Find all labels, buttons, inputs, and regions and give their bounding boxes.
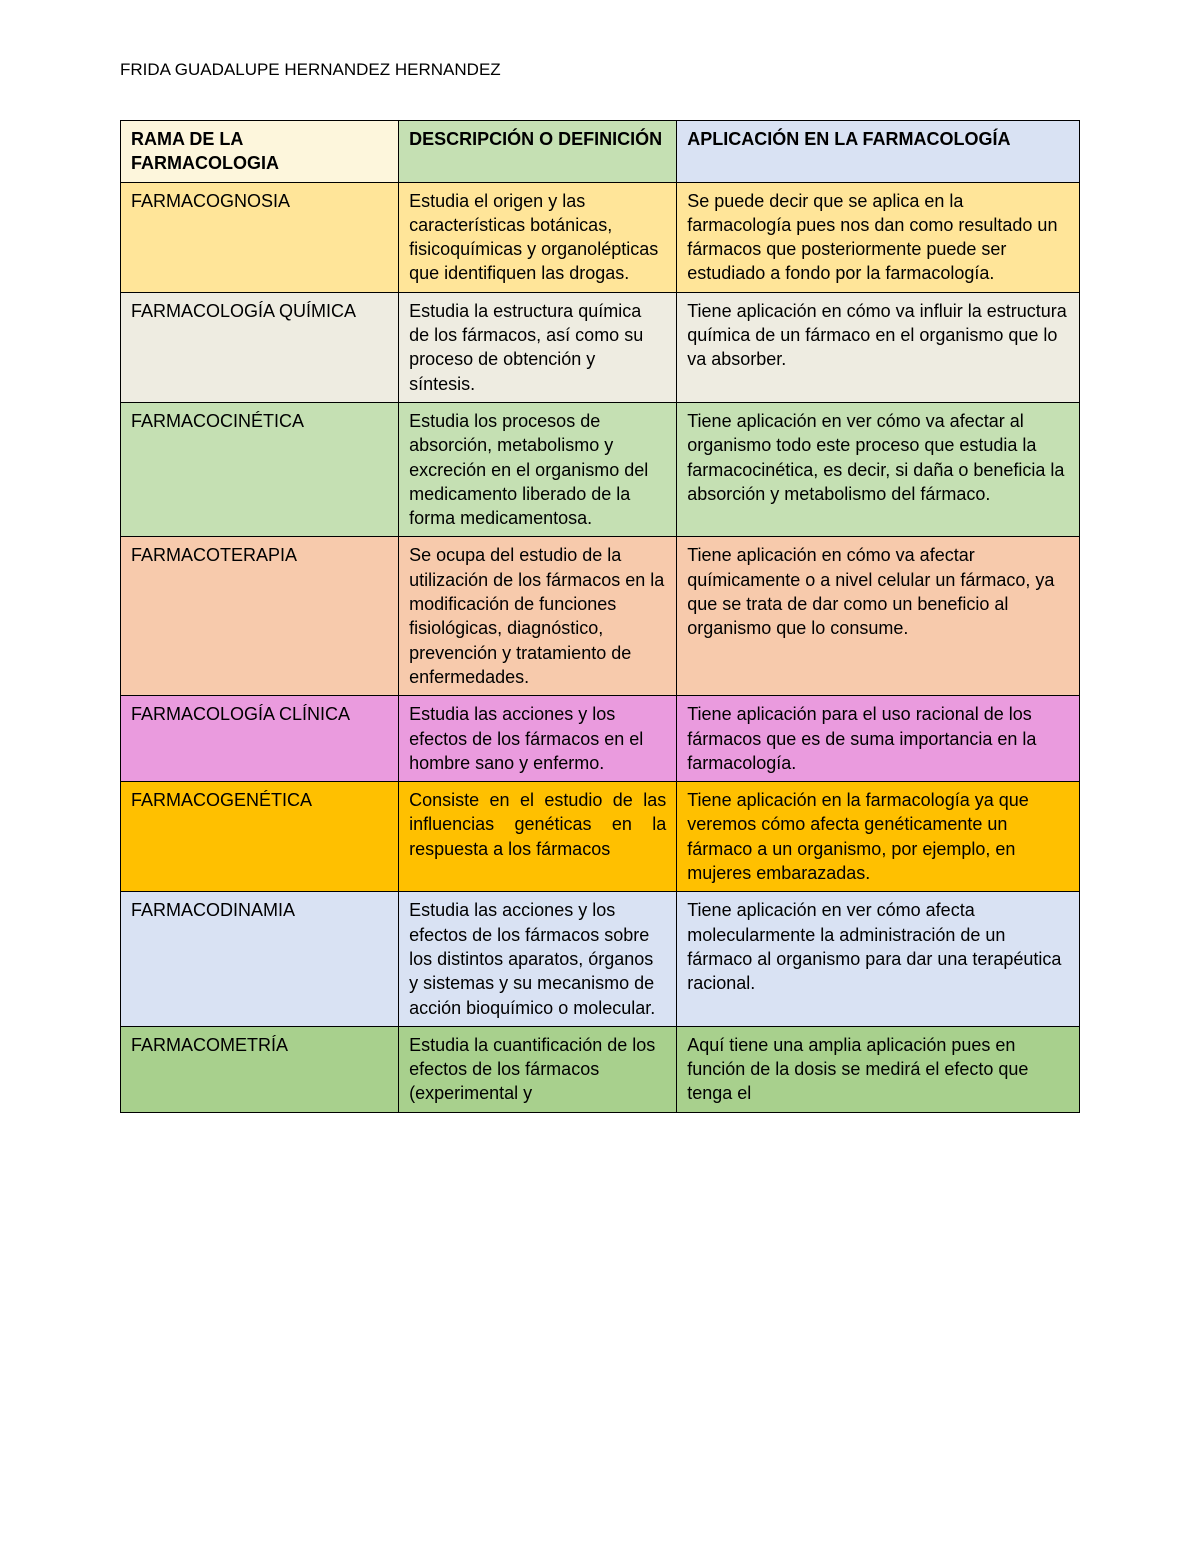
cell-descripcion: Consiste en el estudio de las influencia… bbox=[399, 782, 677, 892]
pharmacology-table: RAMA DE LA FARMACOLOGIA DESCRIPCIÓN O DE… bbox=[120, 120, 1080, 1113]
cell-descripcion: Se ocupa del estudio de la utilización d… bbox=[399, 537, 677, 696]
table-row: FARMACOGENÉTICAConsiste en el estudio de… bbox=[121, 782, 1080, 892]
cell-aplicacion: Tiene aplicación en ver cómo afecta mole… bbox=[677, 892, 1080, 1026]
cell-aplicacion: Tiene aplicación en ver cómo va afectar … bbox=[677, 402, 1080, 536]
header-rama: RAMA DE LA FARMACOLOGIA bbox=[121, 121, 399, 183]
cell-aplicacion: Se puede decir que se aplica en la farma… bbox=[677, 182, 1080, 292]
cell-descripcion: Estudia la estructura química de los fár… bbox=[399, 292, 677, 402]
header-aplicacion: APLICACIÓN EN LA FARMACOLOGÍA bbox=[677, 121, 1080, 183]
cell-rama: FARMACOGENÉTICA bbox=[121, 782, 399, 892]
cell-descripcion: Estudia los procesos de absorción, metab… bbox=[399, 402, 677, 536]
cell-rama: FARMACOLOGÍA QUÍMICA bbox=[121, 292, 399, 402]
header-descripcion: DESCRIPCIÓN O DEFINICIÓN bbox=[399, 121, 677, 183]
cell-rama: FARMACOLOGÍA CLÍNICA bbox=[121, 696, 399, 782]
cell-aplicacion: Aquí tiene una amplia aplicación pues en… bbox=[677, 1026, 1080, 1112]
table-row: FARMACOTERAPIASe ocupa del estudio de la… bbox=[121, 537, 1080, 696]
table-row: FARMACOCINÉTICAEstudia los procesos de a… bbox=[121, 402, 1080, 536]
cell-rama: FARMACOCINÉTICA bbox=[121, 402, 399, 536]
table-row: FARMACOMETRÍAEstudia la cuantificación d… bbox=[121, 1026, 1080, 1112]
cell-aplicacion: Tiene aplicación en cómo va influir la e… bbox=[677, 292, 1080, 402]
cell-descripcion: Estudia las acciones y los efectos de lo… bbox=[399, 696, 677, 782]
table-row: FARMACODINAMIAEstudia las acciones y los… bbox=[121, 892, 1080, 1026]
table-header-row: RAMA DE LA FARMACOLOGIA DESCRIPCIÓN O DE… bbox=[121, 121, 1080, 183]
cell-aplicacion: Tiene aplicación en la farmacología ya q… bbox=[677, 782, 1080, 892]
cell-rama: FARMACOMETRÍA bbox=[121, 1026, 399, 1112]
cell-rama: FARMACOGNOSIA bbox=[121, 182, 399, 292]
table-row: FARMACOLOGÍA QUÍMICAEstudia la estructur… bbox=[121, 292, 1080, 402]
author-name: FRIDA GUADALUPE HERNANDEZ HERNANDEZ bbox=[120, 60, 1080, 80]
cell-descripcion: Estudia las acciones y los efectos de lo… bbox=[399, 892, 677, 1026]
cell-descripcion: Estudia el origen y las características … bbox=[399, 182, 677, 292]
table-row: FARMACOLOGÍA CLÍNICAEstudia las acciones… bbox=[121, 696, 1080, 782]
table-row: FARMACOGNOSIAEstudia el origen y las car… bbox=[121, 182, 1080, 292]
cell-aplicacion: Tiene aplicación para el uso racional de… bbox=[677, 696, 1080, 782]
cell-rama: FARMACODINAMIA bbox=[121, 892, 399, 1026]
cell-descripcion: Estudia la cuantificación de los efectos… bbox=[399, 1026, 677, 1112]
cell-aplicacion: Tiene aplicación en cómo va afectar quím… bbox=[677, 537, 1080, 696]
cell-rama: FARMACOTERAPIA bbox=[121, 537, 399, 696]
